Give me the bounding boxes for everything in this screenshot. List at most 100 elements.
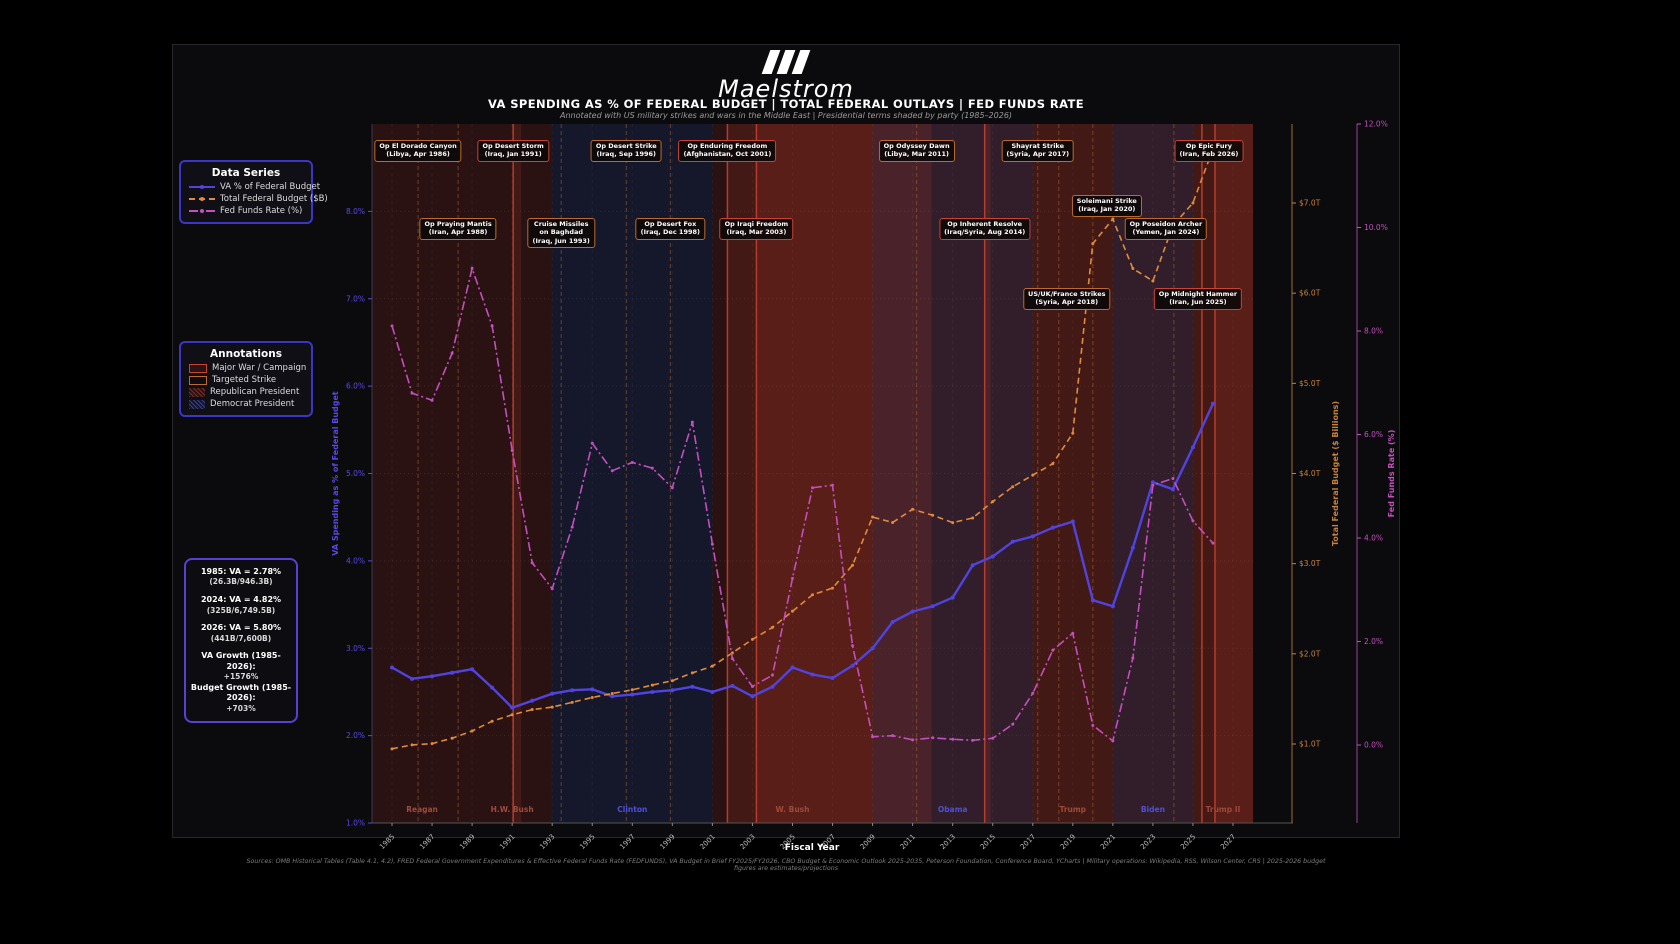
- data-point: [790, 576, 794, 580]
- strike-swatch-icon: [189, 375, 207, 385]
- data-point: [530, 561, 534, 565]
- legend-item: Major War / Campaign: [189, 363, 307, 373]
- data-point: [790, 609, 794, 613]
- data-point: [1150, 480, 1155, 485]
- legend-item-label: Fed Funds Rate (%): [220, 206, 303, 216]
- data-point: [610, 694, 615, 699]
- data-point: [990, 554, 995, 559]
- data-point: [710, 542, 714, 546]
- annotation-strike: Op Poseidon Archer (Yemen, Jan 2024): [1124, 218, 1208, 240]
- annotation-line: (Libya, Mar 2011): [884, 150, 949, 159]
- data-point: [1010, 539, 1015, 544]
- data-point: [630, 692, 635, 697]
- series-budget: [391, 148, 1214, 750]
- data-point: [410, 743, 414, 747]
- va-tick-label: 5.0%: [346, 469, 365, 478]
- annotation-line: (Iraq, Jun 1993): [532, 236, 590, 245]
- data-point: [770, 684, 775, 689]
- year-tick-label: 1995: [578, 833, 596, 851]
- budget-tick-label: $3.0T: [1299, 559, 1321, 568]
- data-point: [1191, 201, 1195, 205]
- legend-item: Targeted Strike: [189, 375, 303, 385]
- data-point: [1091, 242, 1095, 246]
- annotation-strike: Cruise Missiles on Baghdad (Iraq, Jun 1993…: [527, 218, 595, 249]
- data-point: [1191, 519, 1195, 523]
- data-point: [650, 683, 654, 687]
- series-line-icon: [189, 209, 215, 213]
- year-tick-label: 2021: [1099, 833, 1117, 851]
- data-point: [1190, 445, 1195, 450]
- data-point: [770, 673, 774, 677]
- data-point: [831, 586, 835, 590]
- annotation-strike: Shayrat Strike (Syria, Apr 2017): [1001, 140, 1075, 162]
- x-axis-title: Fiscal Year: [784, 843, 840, 853]
- data-point: [530, 708, 534, 712]
- stat-sub: (441B/7,600B): [210, 633, 272, 643]
- annotation-line: Op El Dorado Canyon: [379, 142, 457, 150]
- series-line-icon: [189, 185, 215, 189]
- annotation-war: Op Midnight Hammer (Iran, Jun 2025): [1153, 288, 1243, 310]
- annotation-line: on Baghdad: [539, 228, 584, 237]
- stat-group: 2026: VA = 5.80% (441B/7,600B): [190, 623, 292, 643]
- va-tick-label: 7.0%: [346, 294, 365, 303]
- data-point: [790, 665, 795, 670]
- president-band: [372, 124, 473, 823]
- data-point: [970, 563, 975, 568]
- data-point: [690, 684, 695, 689]
- va-tick-label: 6.0%: [346, 382, 365, 391]
- year-tick-label: 2023: [1139, 833, 1157, 851]
- annotation-line: (Iran, Jun 2025): [1169, 298, 1227, 307]
- data-point: [590, 441, 594, 445]
- annotation-line: (Iraq, Sep 1996): [596, 150, 656, 159]
- president-band: [1032, 124, 1113, 823]
- legend-item-label: Major War / Campaign: [212, 363, 307, 373]
- annotation-line: (Yemen, Jan 2024): [1132, 228, 1200, 237]
- data-point: [650, 689, 655, 694]
- annotations-legend: Annotations Major War / Campaign Targeted…: [179, 341, 313, 417]
- data-point: [1051, 462, 1055, 466]
- year-tick-label: 2015: [979, 833, 997, 851]
- data-point: [690, 420, 694, 424]
- logo-bars-icon: [686, 50, 886, 74]
- data-point: [1011, 722, 1015, 726]
- annotation-line: Op Epic Fury: [1185, 142, 1232, 150]
- data-point: [550, 705, 554, 709]
- data-point: [851, 644, 855, 648]
- data-point: [870, 646, 875, 651]
- series-va: [391, 403, 1215, 710]
- series-fed: [391, 265, 1214, 743]
- data-point: [730, 683, 735, 688]
- series-line-icon: [189, 197, 215, 201]
- annotation-line: (Afghanistan, Oct 2001): [683, 150, 772, 159]
- stat-group: VA Growth (1985-2026): +1576%: [190, 651, 292, 682]
- annotation-line: Op Desert Storm: [482, 142, 544, 150]
- stat-sub: +1576%: [223, 672, 259, 682]
- data-point: [1071, 431, 1075, 435]
- data-point: [950, 595, 955, 600]
- data-point: [490, 719, 494, 723]
- annotation-line: (Iraq, Jan 1991): [484, 150, 542, 159]
- data-point: [1151, 483, 1155, 487]
- data-point: [670, 688, 675, 693]
- data-point: [590, 687, 595, 692]
- data-point: [851, 563, 855, 567]
- data-point: [830, 675, 835, 680]
- logo-bar-icon: [791, 50, 811, 74]
- brand-logo: Maelstrom: [686, 50, 886, 103]
- data-point: [991, 736, 995, 740]
- data-point: [470, 667, 475, 672]
- legend-item: Democrat President: [189, 399, 303, 409]
- data-point: [630, 460, 634, 464]
- year-tick-label: 1991: [498, 833, 516, 851]
- data-point: [510, 713, 514, 717]
- data-point: [1091, 723, 1095, 727]
- budget-tick-label: $4.0T: [1299, 469, 1321, 478]
- data-point: [1071, 631, 1075, 635]
- annotation-strike: Op Desert Fox (Iraq, Dec 1998): [635, 218, 706, 240]
- data-point: [951, 521, 955, 525]
- stat-main: 2026: VA = 5.80%: [200, 623, 282, 633]
- annotation-strike: Op Desert Strike (Iraq, Sep 1996): [590, 140, 662, 162]
- legend-items: Major War / Campaign Targeted Strike Repub…: [189, 363, 307, 409]
- data-point: [1090, 598, 1095, 603]
